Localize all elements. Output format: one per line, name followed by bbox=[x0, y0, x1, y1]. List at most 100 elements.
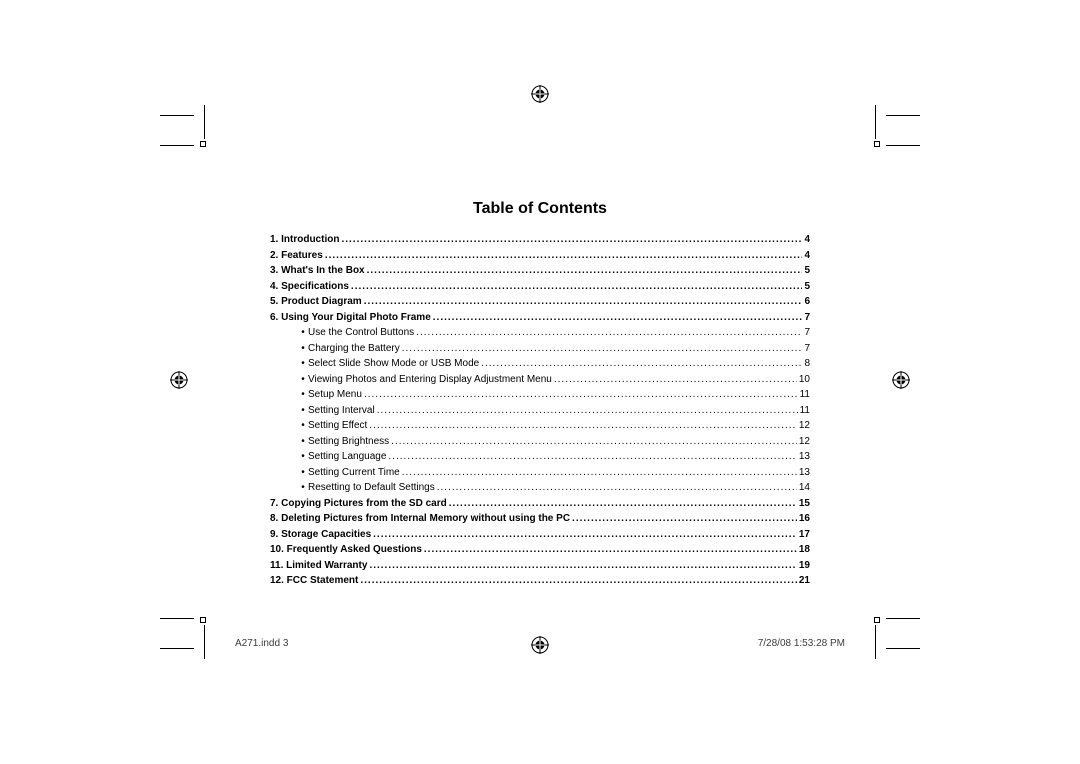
toc-entry-page: 14 bbox=[799, 480, 810, 496]
toc-entry-label: 7. Copying Pictures from the SD card bbox=[270, 496, 447, 512]
toc-entry-label: • Setting Interval bbox=[270, 403, 375, 419]
toc-leader bbox=[373, 527, 797, 543]
bullet-icon: • bbox=[298, 403, 308, 419]
toc-subentry: • Setting Interval 11 bbox=[270, 403, 810, 419]
toc-entry-label: 5. Product Diagram bbox=[270, 294, 362, 310]
toc-entry-label: • Resetting to Default Settings bbox=[270, 480, 435, 496]
toc-subentry: • Charging the Battery7 bbox=[270, 341, 810, 357]
toc-leader bbox=[402, 341, 803, 357]
toc-entry: 7. Copying Pictures from the SD card 15 bbox=[270, 496, 810, 512]
toc-leader bbox=[424, 542, 797, 558]
toc-entry: 2. Features 4 bbox=[270, 248, 810, 264]
toc-entry-label: 8. Deleting Pictures from Internal Memor… bbox=[270, 511, 570, 527]
table-of-contents: 1. Introduction42. Features43. What's In… bbox=[270, 232, 810, 589]
toc-entry-page: 12 bbox=[799, 434, 810, 450]
toc-entry-page: 6 bbox=[804, 294, 810, 310]
toc-entry-label: 4. Specifications bbox=[270, 279, 349, 295]
toc-entry-label: 12. FCC Statement bbox=[270, 573, 358, 589]
toc-subentry: • Setup Menu 11 bbox=[270, 387, 810, 403]
toc-entry-page: 5 bbox=[804, 263, 810, 279]
toc-entry-label: 3. What's In the Box bbox=[270, 263, 365, 279]
toc-entry-label: 6. Using Your Digital Photo Frame bbox=[270, 310, 431, 326]
registration-mark-top-icon bbox=[531, 85, 549, 103]
toc-entry: 1. Introduction 4 bbox=[270, 232, 810, 248]
registration-mark-bottom-icon bbox=[531, 636, 549, 654]
toc-entry-page: 11 bbox=[800, 387, 810, 403]
toc-entry: 10. Frequently Asked Questions18 bbox=[270, 542, 810, 558]
toc-leader bbox=[572, 511, 797, 527]
toc-leader bbox=[391, 434, 797, 450]
footer-timestamp: 7/28/08 1:53:28 PM bbox=[758, 638, 845, 649]
toc-entry-label: • Charging the Battery bbox=[270, 341, 400, 357]
toc-entry-page: 4 bbox=[804, 248, 810, 264]
toc-subentry: • Setting Current Time 13 bbox=[270, 465, 810, 481]
toc-entry: 8. Deleting Pictures from Internal Memor… bbox=[270, 511, 810, 527]
toc-leader bbox=[481, 356, 802, 372]
toc-entry-page: 4 bbox=[804, 232, 810, 248]
bullet-icon: • bbox=[298, 325, 308, 341]
registration-mark-right-icon bbox=[892, 371, 910, 389]
toc-leader bbox=[325, 248, 803, 264]
toc-leader bbox=[341, 232, 802, 248]
toc-entry-page: 21 bbox=[799, 573, 810, 589]
toc-entry-page: 5 bbox=[804, 279, 810, 295]
toc-entry-page: 13 bbox=[799, 465, 810, 481]
toc-leader bbox=[369, 418, 797, 434]
toc-entry-page: 12 bbox=[799, 418, 810, 434]
page-content: Table of Contents 1. Introduction42. Fea… bbox=[270, 200, 810, 589]
toc-leader bbox=[364, 387, 798, 403]
toc-entry-label: • Setting Effect bbox=[270, 418, 367, 434]
toc-subentry: • Setting Language 13 bbox=[270, 449, 810, 465]
toc-entry-label: • Viewing Photos and Entering Display Ad… bbox=[270, 372, 552, 388]
toc-entry: 4. Specifications 5 bbox=[270, 279, 810, 295]
toc-entry: 11. Limited Warranty 19 bbox=[270, 558, 810, 574]
toc-entry-label: 1. Introduction bbox=[270, 232, 339, 248]
toc-entry-label: 11. Limited Warranty bbox=[270, 558, 367, 574]
toc-leader bbox=[364, 294, 803, 310]
toc-entry-label: • Select Slide Show Mode or USB Mode bbox=[270, 356, 479, 372]
toc-entry: 3. What's In the Box 5 bbox=[270, 263, 810, 279]
toc-leader bbox=[433, 310, 803, 326]
bullet-icon: • bbox=[298, 418, 308, 434]
toc-entry-page: 15 bbox=[799, 496, 810, 512]
toc-entry-page: 7 bbox=[804, 325, 810, 341]
toc-entry-label: 9. Storage Capacities bbox=[270, 527, 371, 543]
toc-entry-label: • Setup Menu bbox=[270, 387, 362, 403]
toc-entry-page: 16 bbox=[799, 511, 810, 527]
toc-leader bbox=[402, 465, 797, 481]
toc-entry-page: 19 bbox=[799, 558, 810, 574]
bullet-icon: • bbox=[298, 372, 308, 388]
toc-subentry: • Use the Control Buttons 7 bbox=[270, 325, 810, 341]
toc-entry: 9. Storage Capacities 17 bbox=[270, 527, 810, 543]
toc-entry-label: • Use the Control Buttons bbox=[270, 325, 414, 341]
toc-subentry: • Viewing Photos and Entering Display Ad… bbox=[270, 372, 810, 388]
toc-leader bbox=[554, 372, 797, 388]
bullet-icon: • bbox=[298, 449, 308, 465]
toc-entry-page: 17 bbox=[799, 527, 810, 543]
toc-subentry: • Resetting to Default Settings 14 bbox=[270, 480, 810, 496]
toc-leader bbox=[449, 496, 797, 512]
toc-leader bbox=[367, 263, 803, 279]
toc-entry-page: 11 bbox=[800, 403, 810, 419]
toc-entry: 6. Using Your Digital Photo Frame 7 bbox=[270, 310, 810, 326]
toc-entry-page: 13 bbox=[799, 449, 810, 465]
toc-leader bbox=[369, 558, 796, 574]
toc-entry-page: 18 bbox=[799, 542, 810, 558]
page-title: Table of Contents bbox=[270, 200, 810, 218]
toc-leader bbox=[416, 325, 802, 341]
toc-subentry: • Setting Effect 12 bbox=[270, 418, 810, 434]
toc-entry-label: 2. Features bbox=[270, 248, 323, 264]
toc-leader bbox=[377, 403, 798, 419]
bullet-icon: • bbox=[298, 434, 308, 450]
toc-subentry: • Select Slide Show Mode or USB Mode 8 bbox=[270, 356, 810, 372]
toc-entry-label: • Setting Current Time bbox=[270, 465, 400, 481]
toc-entry-label: • Setting Language bbox=[270, 449, 386, 465]
toc-entry-page: 7 bbox=[804, 310, 810, 326]
toc-leader bbox=[388, 449, 796, 465]
toc-entry: 5. Product Diagram 6 bbox=[270, 294, 810, 310]
bullet-icon: • bbox=[298, 480, 308, 496]
bullet-icon: • bbox=[298, 387, 308, 403]
bullet-icon: • bbox=[298, 465, 308, 481]
registration-mark-left-icon bbox=[170, 371, 188, 389]
toc-entry-page: 8 bbox=[804, 356, 810, 372]
